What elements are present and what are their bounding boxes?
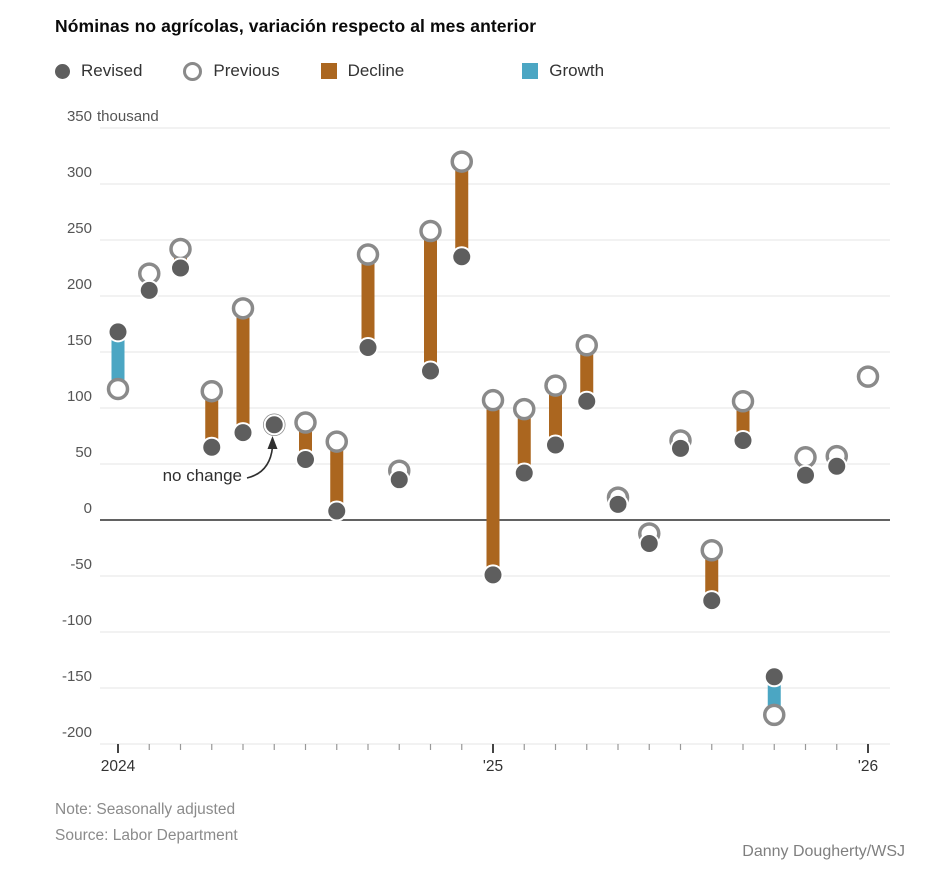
legend-item-decline: Decline [320, 61, 405, 81]
previous-marker [856, 365, 880, 388]
chart-notes: Note: Seasonally adjusted Source: Labor … [55, 797, 238, 849]
y-tick-label: 200 [67, 276, 92, 293]
revised-marker [263, 414, 285, 436]
previous-marker [356, 243, 380, 266]
revised-marker [170, 257, 191, 279]
previous-ring-icon [183, 61, 203, 81]
previous-marker [575, 334, 598, 357]
revised-marker [670, 437, 691, 459]
y-tick-label: -100 [62, 612, 92, 629]
revised-marker [138, 279, 160, 301]
y-tick-label: 300 [67, 164, 92, 181]
previous-marker [325, 430, 348, 453]
previous-marker [450, 150, 473, 173]
previous-marker [169, 237, 192, 261]
y-tick-label: 0 [84, 500, 92, 517]
y-tick-label: 350 [67, 108, 92, 125]
decline-bar [580, 345, 594, 402]
chart-title: Nóminas no agrícolas, variación respecto… [55, 16, 537, 36]
year-label: '25 [483, 758, 503, 775]
legend-label-revised: Revised [81, 61, 143, 80]
legend-label-previous: Previous [213, 61, 280, 80]
y-tick-label: -200 [62, 724, 92, 741]
revised-marker [451, 246, 473, 268]
year-label: 2024 [101, 758, 136, 775]
y-tick-label: -50 [70, 556, 92, 573]
previous-marker [419, 219, 442, 243]
previous-marker [763, 703, 786, 727]
source-line: Source: Labor Department [55, 827, 238, 844]
chart-credit: Danny Dougherty/WSJ [742, 843, 905, 860]
previous-marker [513, 397, 536, 421]
legend-item-previous: Previous [183, 61, 280, 81]
decline-bar [424, 231, 437, 372]
revised-marker [607, 493, 629, 515]
revised-marker [763, 666, 785, 688]
growth-swatch-icon [522, 63, 539, 79]
revised-marker [826, 455, 848, 477]
legend-item-revised: Revised [55, 61, 142, 81]
payrolls-plot: 350 thousand 300 250 200 150 100 50 0 -50 -100 -150… [62, 108, 890, 775]
previous-marker [200, 379, 223, 403]
previous-marker [544, 374, 567, 397]
decline-bar [330, 441, 344, 512]
axis-layer: 350 thousand 300 250 200 150 100 50 0 -50 -100 -150… [62, 108, 878, 775]
revised-marker [420, 360, 441, 382]
revised-marker [326, 500, 348, 522]
previous-marker [106, 377, 130, 401]
legend-label-decline: Decline [347, 61, 405, 80]
previous-marker [794, 446, 817, 469]
decline-bar [205, 391, 219, 448]
revised-marker [732, 429, 754, 451]
decline-bar [361, 254, 375, 348]
y-tick-label: 150 [67, 332, 92, 349]
revised-marker [388, 469, 410, 491]
decline-bar [486, 400, 500, 575]
decline-bar [705, 550, 719, 601]
legend-label-growth: Growth [549, 61, 605, 80]
revised-marker [232, 422, 254, 444]
previous-marker [294, 411, 317, 434]
revised-marker [107, 321, 129, 343]
y-tick-label: 100 [67, 388, 92, 405]
revised-marker [638, 533, 660, 555]
revised-marker [795, 464, 816, 486]
y-tick-label: 50 [75, 444, 92, 461]
chart-legend: Revised Previous Decline Growth [55, 58, 604, 84]
y-tick-label: -150 [62, 668, 92, 685]
decline-bar [549, 385, 562, 445]
no-change-annotation: no change [162, 466, 242, 485]
revised-marker [576, 390, 598, 412]
decline-swatch-icon [320, 63, 337, 79]
growth-bar [111, 331, 125, 389]
y-axis-unit-label: thousand [97, 108, 159, 125]
revised-marker [357, 337, 379, 359]
legend-item-growth: Growth [522, 61, 604, 81]
revised-marker [545, 434, 566, 456]
revised-marker [513, 462, 535, 484]
decline-bar [455, 161, 469, 257]
y-tick-label: 250 [67, 220, 92, 237]
note-line: Note: Seasonally adjusted [55, 801, 236, 818]
previous-markers-layer [106, 150, 880, 727]
annotation-arrow [246, 436, 278, 479]
revised-markers-layer [107, 246, 848, 688]
previous-marker [731, 390, 755, 413]
previous-marker [481, 388, 505, 412]
revised-marker [701, 590, 723, 612]
revised-marker [201, 436, 223, 458]
revised-dot-icon [55, 63, 70, 79]
decline-bar [236, 308, 250, 433]
previous-marker [700, 538, 723, 562]
decline-bar [517, 409, 531, 473]
year-label: '26 [858, 758, 878, 775]
revised-marker [295, 449, 316, 471]
revised-marker [482, 564, 504, 586]
previous-marker [231, 297, 255, 320]
